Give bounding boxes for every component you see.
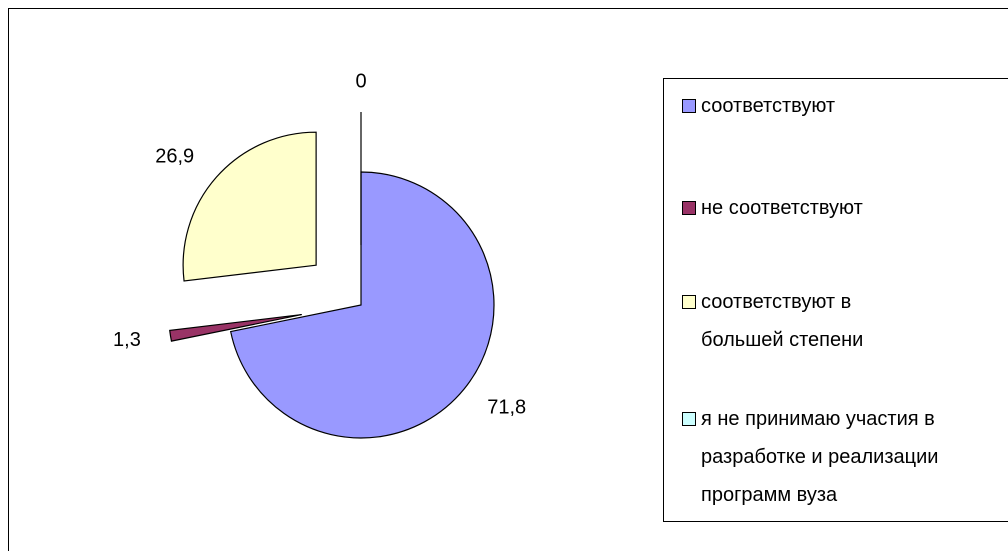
legend-item: соответствуют	[682, 87, 835, 125]
legend-swatch	[682, 295, 696, 309]
legend-item: соответствуют в большей степени	[682, 283, 863, 359]
legend-box	[663, 78, 1008, 522]
legend-item: я не принимаю участия в разработке и реа…	[682, 400, 938, 514]
legend-label: не соответствуют	[701, 197, 863, 219]
pie-slice	[229, 171, 495, 439]
pie-slice	[169, 313, 302, 342]
data-label: 26,9	[155, 145, 194, 167]
data-label: 0	[355, 70, 366, 92]
data-label: 71,8	[487, 396, 526, 418]
legend-label: соответствуют в большей степени	[701, 291, 864, 351]
legend-label: соответствуют	[701, 95, 836, 117]
legend-swatch	[682, 99, 696, 113]
legend-swatch	[682, 412, 696, 426]
legend-item: не соответствуют	[682, 189, 863, 227]
legend-swatch	[682, 201, 696, 215]
legend-label: я не принимаю участия в разработке и реа…	[701, 408, 939, 506]
data-label: 1,3	[113, 329, 141, 351]
pie-slice	[182, 131, 317, 282]
